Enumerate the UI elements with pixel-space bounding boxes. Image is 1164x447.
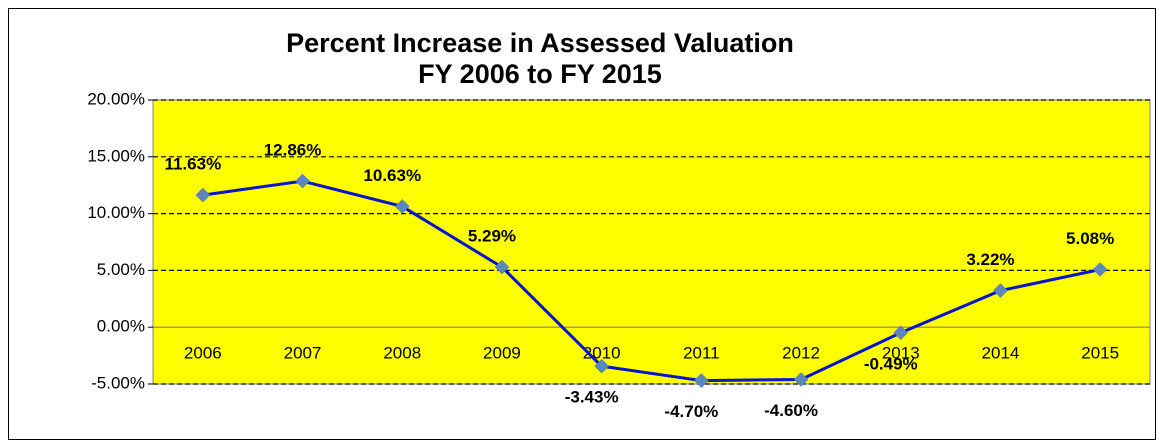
y-tick-label: 0.00% <box>97 317 145 336</box>
data-label: -4.70% <box>664 402 718 421</box>
y-tick-label: -5.00% <box>91 373 145 392</box>
marker <box>1092 262 1108 277</box>
marker <box>793 372 809 387</box>
data-label: 11.63% <box>164 155 221 174</box>
plot-area <box>152 99 1151 385</box>
data-label: 12.86% <box>264 141 322 160</box>
data-label: 3.22% <box>966 250 1014 269</box>
data-label: 10.63% <box>363 166 421 185</box>
y-tick-label: 20.00% <box>87 89 145 108</box>
data-label: -3.43% <box>565 388 619 407</box>
line <box>202 179 1101 383</box>
marker <box>295 173 310 189</box>
chart-title: Percent Increase in Assessed Valuation <box>286 28 794 58</box>
y-tick-label: 10.00% <box>87 203 145 222</box>
x-tick-label: 2007 <box>284 344 322 363</box>
x-tick-label: 2009 <box>483 344 521 363</box>
chart-subtitle: FY 2006 to FY 2015 <box>418 59 662 89</box>
x-tick-label: 2012 <box>782 344 820 363</box>
marker <box>693 373 709 388</box>
data-label: -4.60% <box>764 401 818 420</box>
data-label: 5.08% <box>1066 229 1114 248</box>
data-label: -0.49% <box>864 354 918 373</box>
y-tick-label: 15.00% <box>87 146 145 165</box>
marker <box>394 199 410 214</box>
x-tick-label: 2014 <box>982 344 1020 363</box>
marker <box>195 187 211 203</box>
marker <box>594 358 610 374</box>
data-label: 5.29% <box>468 227 516 246</box>
marker <box>893 325 909 341</box>
marker <box>494 259 510 275</box>
x-tick-label: 2013 <box>882 344 920 363</box>
x-tick-label: 2015 <box>1081 344 1119 363</box>
x-tick-label: 2011 <box>683 344 720 363</box>
y-tick-label: 5.00% <box>97 260 145 279</box>
marker <box>993 283 1008 298</box>
x-tick-label: 2008 <box>383 344 421 363</box>
x-tick-label: 2006 <box>184 344 222 363</box>
